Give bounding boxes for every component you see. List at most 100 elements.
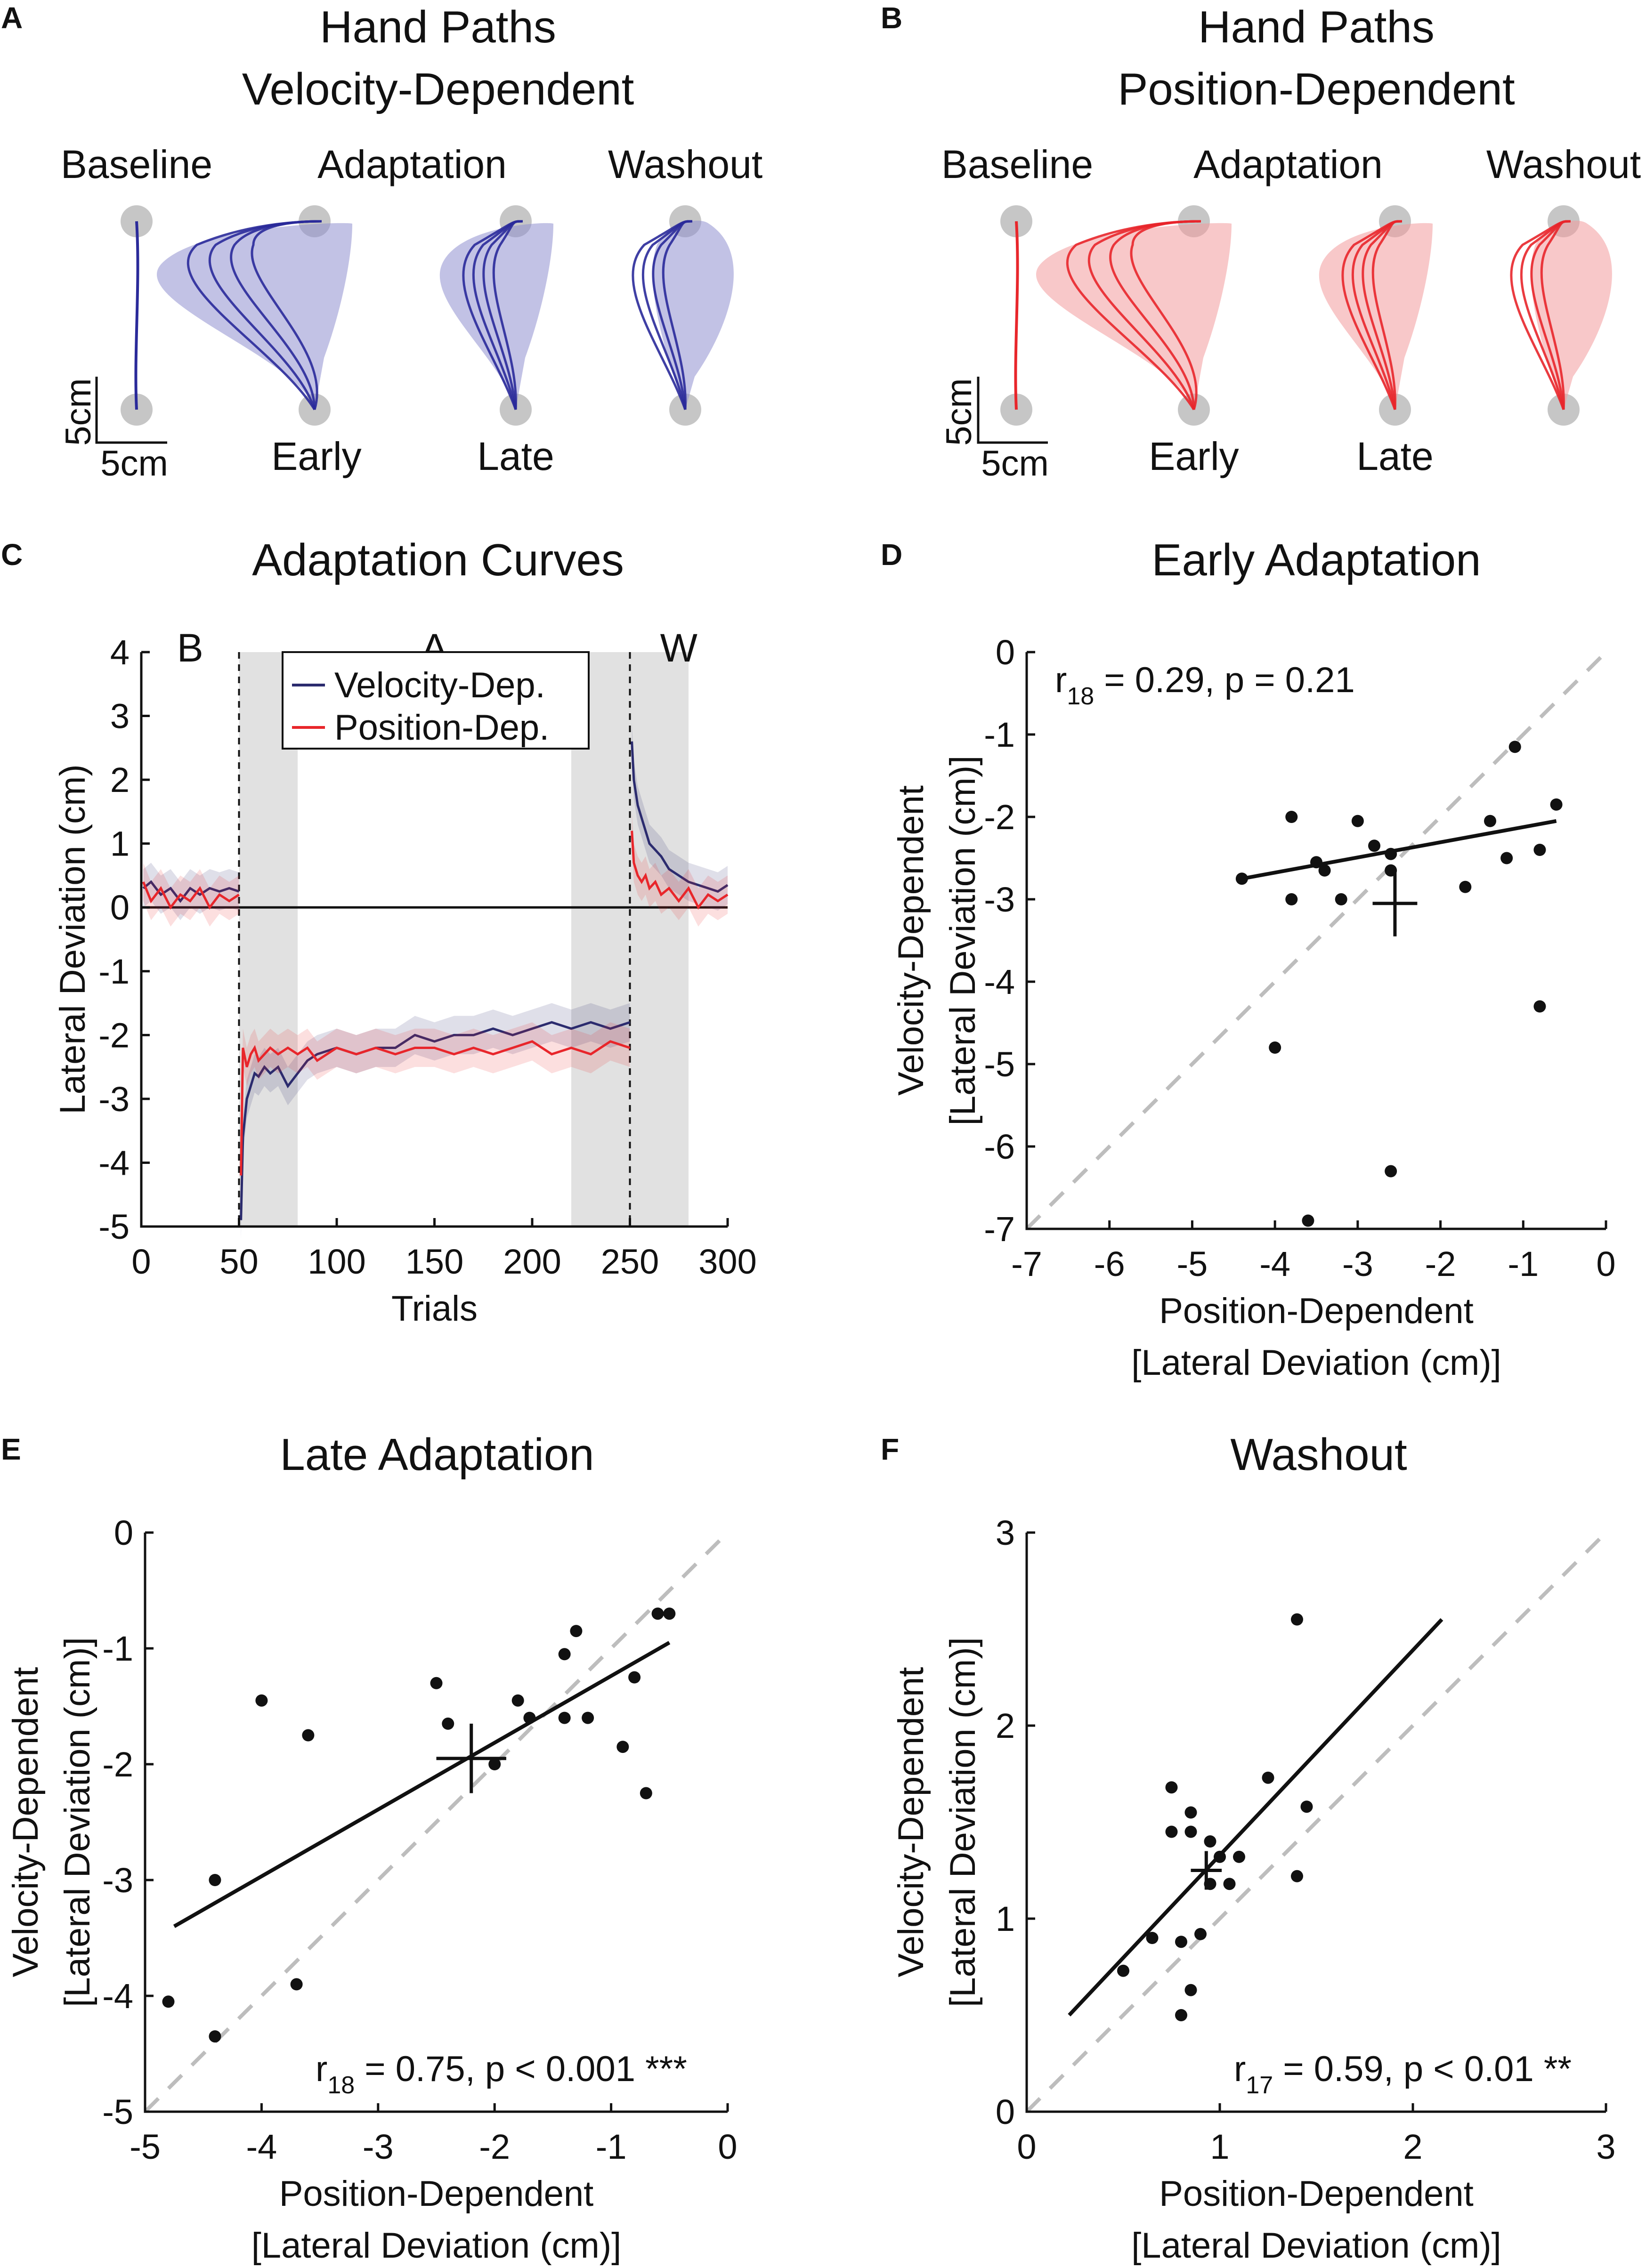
data-point [1194,1928,1207,1940]
series-error-band [241,1003,630,1240]
x-tick-label: -3 [363,2127,394,2166]
hand-path-group [121,205,153,426]
panel-a-phase-adaptation: Adaptation [317,142,507,186]
panel-e-chart: -5 -4 -3 -2 -1 0 0 -1 -2 -3 -4 -5 Position-Dependent… [6,1513,738,2266]
panel-a-scale-x: 5cm [100,444,168,484]
x-tick-label: -4 [1259,1244,1290,1283]
hand-path-trace [1014,221,1019,410]
data-point [1175,2009,1187,2021]
panel-a-phase-washout: Washout [608,142,762,186]
x-tick-label: -1 [1508,1244,1539,1283]
panel-a-phase-late: Late [477,434,554,478]
series-error-band [143,863,239,920]
x-tick-label: 250 [601,1242,659,1281]
panel-c: C Adaptation Curves B A W0 50 100 150 200 250 30… [1,535,757,1329]
y-tick-label: 2 [996,1706,1015,1745]
legend-entry: Position-Dep. [334,708,549,748]
y-tick-label: 1 [996,1899,1015,1938]
data-point [1533,1000,1546,1013]
data-point [1385,1165,1397,1178]
x-tick-label: 50 [219,1242,258,1281]
identity-line [1025,1531,1607,2113]
y-tick-label: -3 [102,1861,133,1900]
data-point [209,2030,221,2043]
series-error-band [632,811,728,927]
panel-b-phase-washout: Washout [1486,142,1641,186]
y-tick-label: -3 [984,880,1015,919]
y-tick-label: 0 [110,888,130,927]
data-point [1233,1850,1245,1863]
data-point [1484,815,1496,827]
hand-path-trace [134,221,139,410]
data-point [1500,852,1513,864]
panel-c-chart: B A W0 50 100 150 200 250 30043210-1-2-3-4-5Tria… [53,626,757,1329]
y-tick-label: -2 [102,1745,133,1784]
panel-d-label: D [881,538,902,572]
x-tick-label: 300 [698,1242,756,1281]
data-point [1165,1781,1178,1794]
data-point [1262,1771,1274,1784]
data-point [1269,1041,1281,1054]
series-line-velocitydep [142,880,240,903]
data-point [1385,847,1397,860]
panel-a-phase-early: Early [271,434,361,478]
hand-path-variance-band [1319,223,1433,410]
x-axis-label: Position-Dependent [279,2174,594,2214]
hand-path-trace [251,220,322,410]
y-tick-label: -3 [98,1080,130,1119]
identity-line [144,1531,729,2113]
data-point [290,1978,303,1991]
hand-path-variance-band [1531,220,1612,410]
data-point [523,1711,536,1724]
panel-d-chart: -7 -6 -5 -4 -3 -2 -1 0 0 -1 -2 -3 -4 -5 -6 -7 Position-D… [891,633,1616,1383]
identity-line [1025,651,1607,1230]
x-tick-label: 0 [1017,2127,1036,2166]
panel-f-label: F [881,1432,899,1466]
panel-f-title: Washout [1230,1429,1407,1480]
data-point [1368,839,1380,852]
panel-a-phase-baseline: Baseline [61,142,212,186]
regression-line [173,1641,671,1928]
data-point [640,1787,652,1800]
panel-d: D Early Adaptation -7 -6 -5 -4 -3 -2 -1 00-1-2-… [881,535,1616,1383]
x-tick-label: 150 [405,1242,463,1281]
y-tick-label: -1 [984,715,1015,754]
data-point [1318,864,1331,877]
hand-path-variance-band [652,220,734,410]
data-point [1223,1878,1236,1890]
data-point [1146,1932,1159,1944]
panel-a-title-line1: Hand Paths [320,2,556,52]
panel-b: B Hand Paths Position-Dependent Baseline… [881,1,1641,484]
data-point [1291,1613,1303,1626]
x-axis-label: Trials [391,1289,478,1329]
panel-a-scale-bar: 5cm 5cm [58,377,168,484]
panel-e-label: E [1,1432,21,1466]
y-tick-label: 4 [110,633,130,672]
y-axis-label-units: [Lateral Deviation (cm)] [943,1637,983,2007]
hand-path-group [1000,205,1032,426]
x-tick-label: -3 [1342,1244,1373,1283]
data-point [558,1648,571,1661]
series-error-band [632,722,728,911]
hand-path-variance-band [1036,223,1232,410]
legend: Velocity-Dep.Position-Dep. [282,651,590,750]
x-axis-label-units: [Lateral Deviation (cm)] [1131,2226,1501,2266]
data-point [1214,1850,1226,1863]
panel-b-scale-y: 5cm [939,378,979,446]
x-axis-label: Position-Dependent [1159,1291,1474,1331]
series-line-positiondep [240,1040,631,1176]
y-tick-label: 3 [996,1513,1015,1552]
panel-b-phase-early: Early [1149,434,1239,478]
data-point [616,1741,629,1753]
y-tick-label: -1 [98,952,130,991]
panel-b-title-line2: Position-Dependent [1118,64,1515,114]
data-point [1165,1825,1178,1838]
x-axis-label: Position-Dependent [1159,2174,1474,2214]
hand-path-group [439,205,553,426]
y-tick-label: -4 [984,962,1015,1001]
hand-path-group [1319,205,1433,426]
panel-c-label: C [1,538,23,572]
x-tick-label: -6 [1094,1244,1125,1283]
data-point [1175,1936,1187,1948]
panel-c-title: Adaptation Curves [252,535,624,585]
